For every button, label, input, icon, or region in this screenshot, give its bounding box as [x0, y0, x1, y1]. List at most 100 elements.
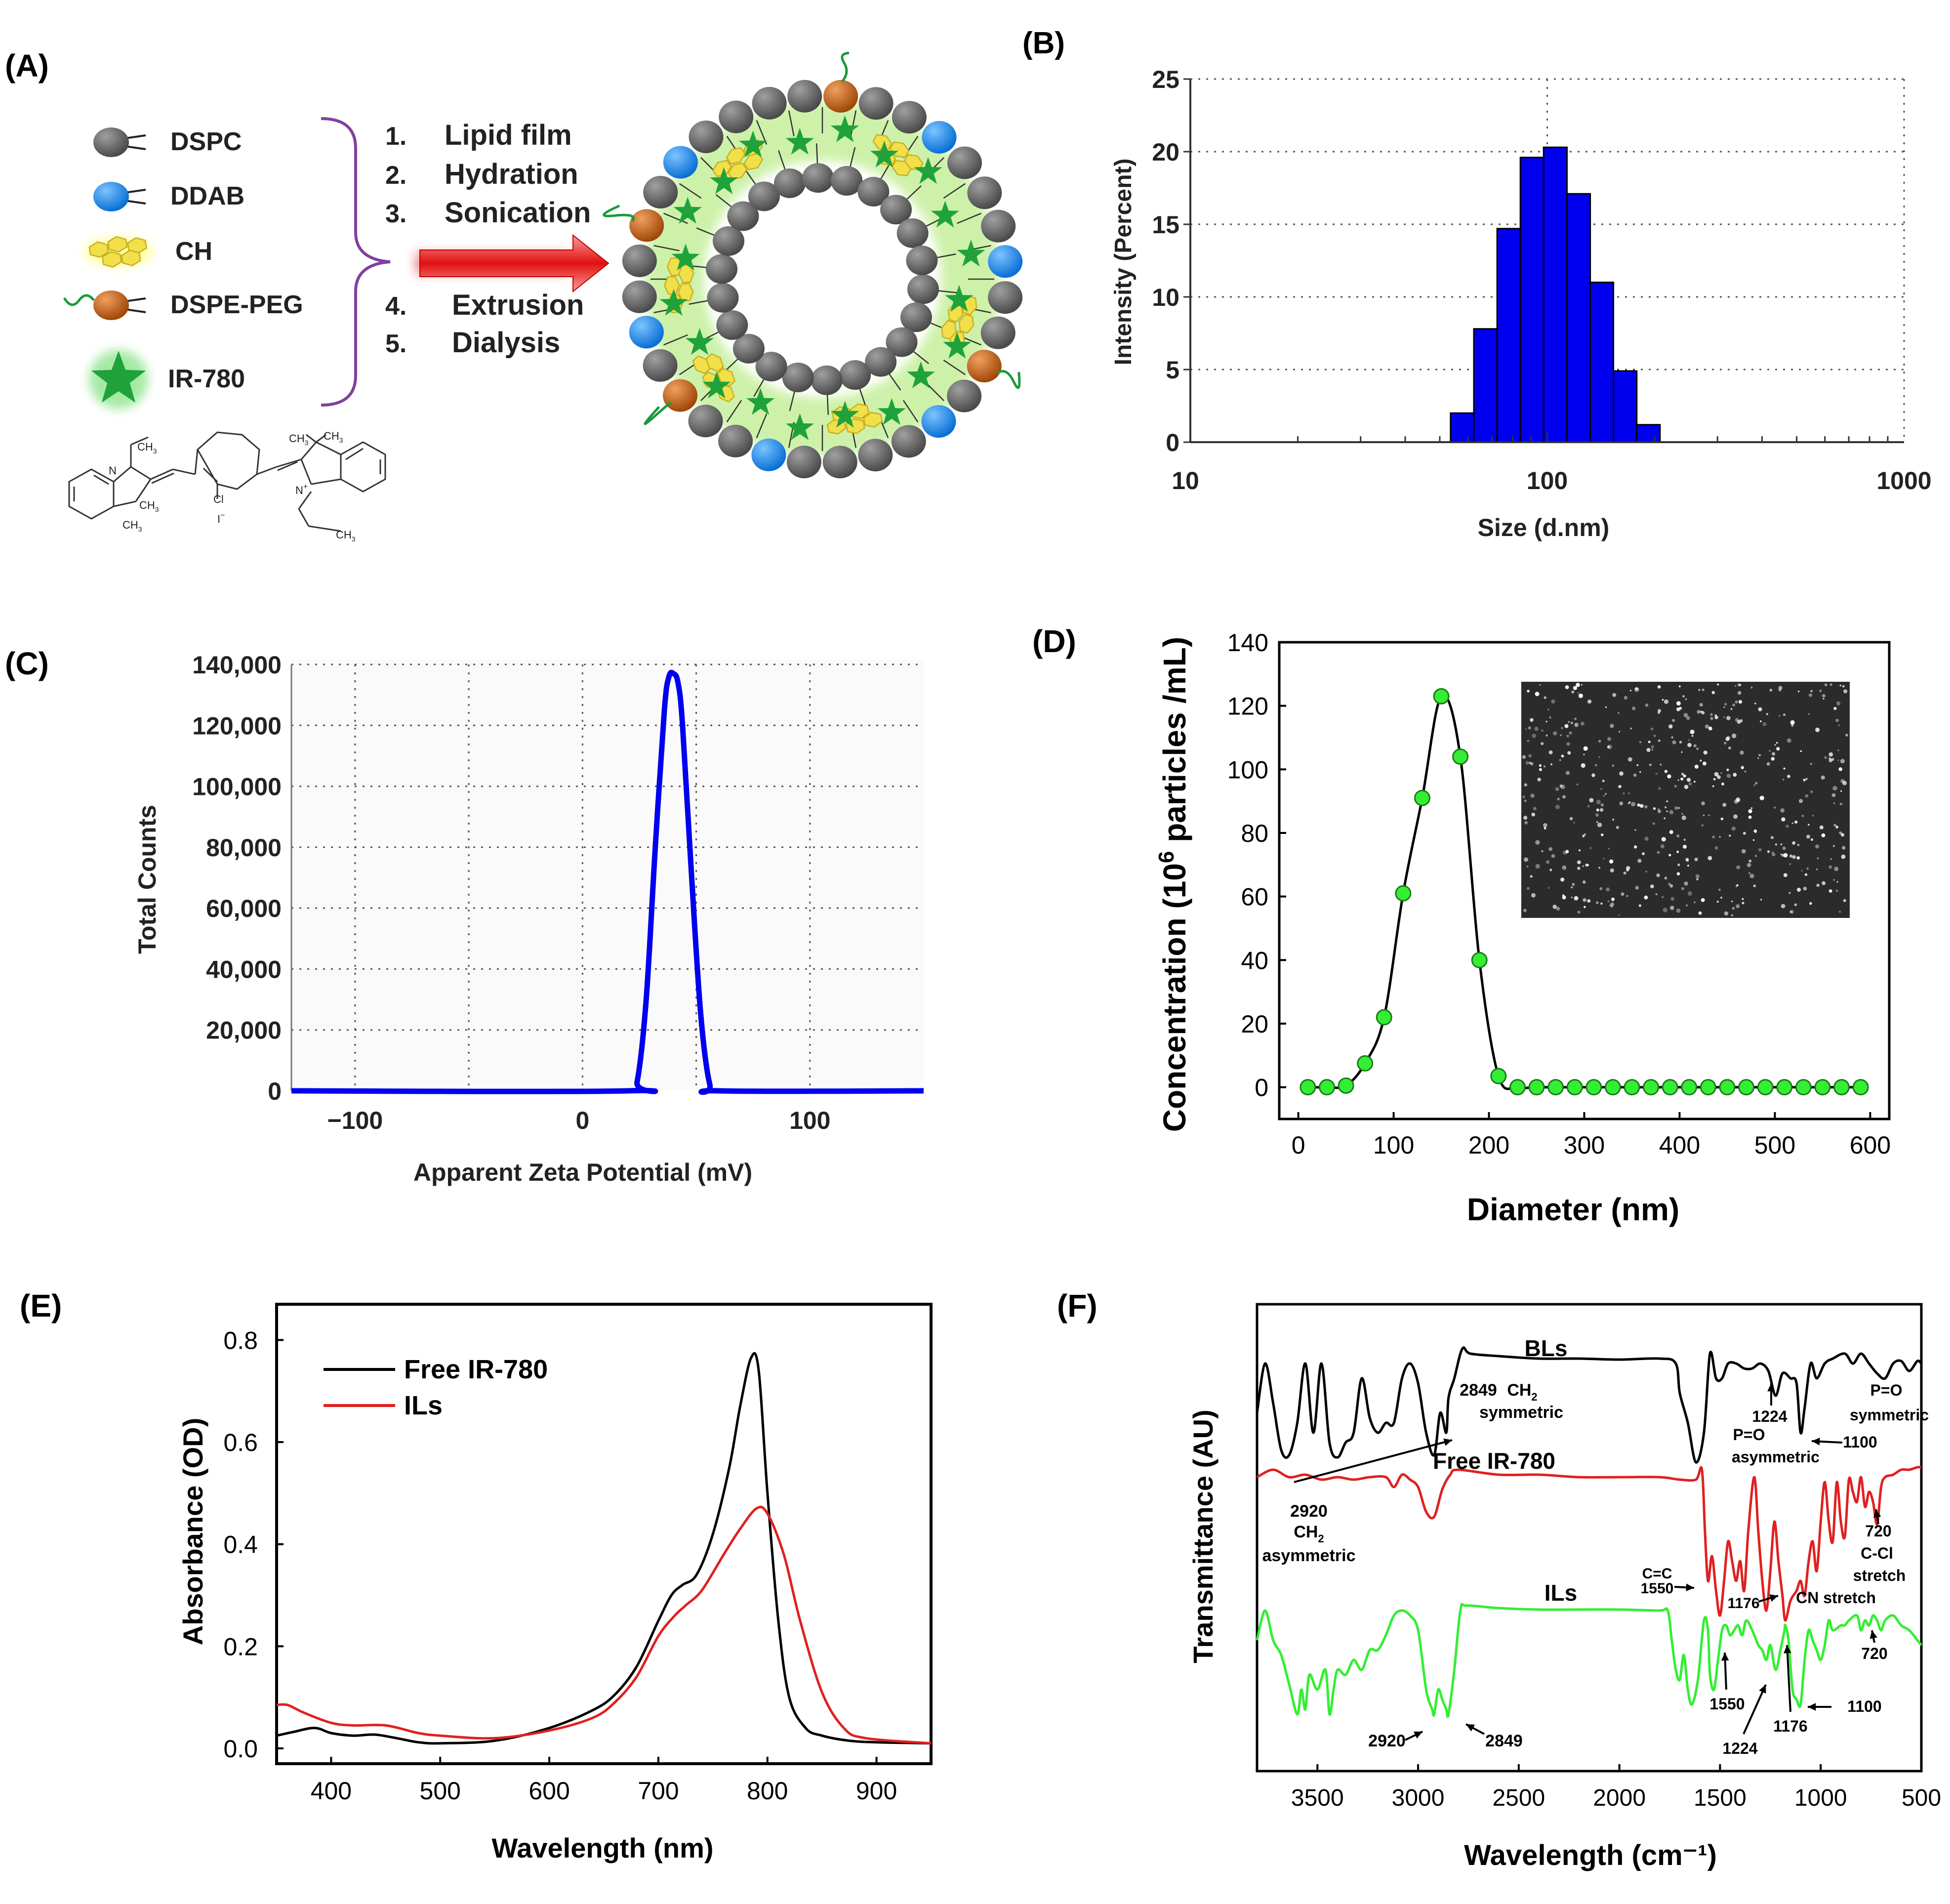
panel-b-label: (B) — [1022, 26, 1065, 60]
annotation-subscript: 2 — [1318, 1532, 1324, 1545]
outer-peg-head — [823, 80, 858, 113]
outer-dspc-head — [787, 80, 822, 113]
outer-ddab-head — [988, 245, 1023, 278]
particle-dot — [1603, 795, 1605, 797]
annotation-arrowhead — [1869, 1630, 1877, 1639]
particle-dot — [1601, 833, 1604, 836]
peak-annotation: 1224 — [1722, 1739, 1757, 1757]
particle-dot — [1735, 700, 1738, 704]
particle-dot — [1665, 806, 1667, 809]
panel-a-schematic: (A) DSPC DDAB CH DSPE-PEG IR-780 1. Lipid fil… — [5, 48, 1023, 543]
particle-dot — [1670, 897, 1674, 901]
outer-dspc-head — [858, 439, 893, 472]
particle-dot — [1732, 704, 1736, 706]
lipid-tail — [124, 145, 146, 150]
particle-dot — [1708, 814, 1710, 816]
particle-dot — [1683, 844, 1687, 849]
particle-dot — [1789, 863, 1791, 865]
data-point — [1490, 1068, 1507, 1084]
particle-dot — [1531, 893, 1536, 898]
particle-dot — [1547, 887, 1550, 889]
particle-dot — [1808, 824, 1810, 826]
particle-dot — [1781, 817, 1786, 822]
particle-dot — [1697, 710, 1701, 714]
data-point — [1776, 1079, 1793, 1096]
x-axis-title: Diameter (nm) — [1467, 1192, 1679, 1227]
particle-dot — [1658, 739, 1661, 743]
y-tick-label: 15 — [1152, 211, 1179, 239]
y-tick-label: 100 — [1227, 756, 1268, 784]
particle-dot — [1694, 901, 1696, 904]
atom-n2: N+ — [295, 483, 308, 497]
particle-dot — [1837, 749, 1839, 751]
particle-dot — [1581, 763, 1585, 768]
outer-dspc-head — [967, 176, 1002, 209]
data-point — [1547, 1079, 1564, 1096]
particle-dot — [1691, 735, 1694, 737]
particle-dot — [1755, 782, 1758, 785]
atom-iodide: I− — [217, 511, 225, 525]
membrane-ir780-star-icon — [671, 244, 700, 271]
data-point — [1528, 1079, 1545, 1096]
particle-dot — [1757, 757, 1759, 759]
x-tick-label: 900 — [856, 1777, 897, 1805]
particle-dot — [1551, 699, 1555, 704]
atom-ch3-d: CH3 — [289, 432, 309, 447]
particle-dot — [1628, 792, 1630, 794]
outer-dspc-head — [980, 316, 1016, 349]
particle-dot — [1678, 807, 1680, 809]
atom-ch3-e: CH3 — [324, 430, 343, 444]
particle-dot — [1833, 802, 1835, 804]
atom-ch3-a: CH3 — [137, 441, 157, 455]
particle-dot — [1750, 807, 1753, 809]
particle-dot — [1681, 751, 1683, 753]
particle-dot — [1627, 757, 1632, 762]
data-point — [1300, 1079, 1316, 1096]
x-tick-label: 1000 — [1876, 467, 1931, 495]
particle-dot — [1531, 813, 1536, 817]
particle-dot — [1732, 733, 1737, 739]
atom-cl: Cl — [213, 493, 224, 505]
particle-dot — [1576, 783, 1579, 786]
particle-dot — [1609, 859, 1614, 864]
particle-dot — [1571, 690, 1575, 694]
particle-dot — [1664, 699, 1668, 704]
particle-dot — [1612, 819, 1614, 821]
particle-dot — [1623, 871, 1626, 875]
outer-ddab-head — [921, 405, 956, 438]
particle-dot — [1685, 698, 1687, 701]
particle-dot — [1730, 708, 1733, 710]
particle-dot — [1646, 747, 1651, 752]
data-point — [1757, 1079, 1774, 1096]
data-point — [1814, 1079, 1831, 1096]
particle-dot — [1737, 683, 1741, 687]
particle-dot — [1686, 716, 1690, 720]
annotation-arrowhead — [1686, 1583, 1694, 1592]
particle-dot — [1530, 718, 1534, 722]
particle-dot — [1569, 731, 1572, 735]
particle-dot — [1680, 777, 1684, 781]
legend-item-ch: CH — [84, 236, 212, 268]
particle-dot — [1726, 716, 1731, 720]
membrane-ir780-star-icon — [831, 115, 859, 142]
particle-dot — [1833, 879, 1835, 881]
particle-dot — [1606, 887, 1610, 892]
particle-dot — [1717, 683, 1719, 686]
particle-dot — [1562, 865, 1567, 870]
y-tick-label: 5 — [1166, 356, 1179, 384]
membrane-ir780-star-icon — [914, 157, 942, 184]
particle-dot — [1564, 724, 1569, 728]
membrane-ir780-star-icon — [739, 130, 768, 158]
particle-dot — [1772, 752, 1776, 756]
particle-dot — [1570, 721, 1573, 724]
lipid-tail — [756, 120, 768, 145]
particle-dot — [1794, 903, 1797, 907]
y-axis-title-tail: particles /mL) — [1157, 637, 1192, 851]
y-tick-label: 0.6 — [223, 1429, 258, 1456]
particle-dot — [1598, 867, 1601, 869]
particle-dot — [1582, 865, 1584, 868]
particle-dot — [1688, 739, 1690, 741]
particle-dot — [1771, 757, 1775, 761]
particle-dot — [1526, 865, 1529, 868]
peg-chain — [841, 51, 850, 83]
